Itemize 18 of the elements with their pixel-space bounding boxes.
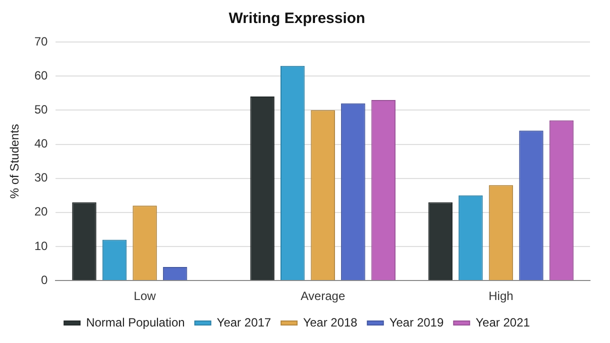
legend-label: Normal Population xyxy=(86,315,185,330)
x-tick-label: Low xyxy=(134,289,156,304)
legend-label: Year 2017 xyxy=(216,315,272,330)
y-tick-label: 20 xyxy=(34,204,48,219)
y-tick-label: 10 xyxy=(34,238,48,253)
y-tick-label: 50 xyxy=(34,102,48,116)
y-tick-label: 70 xyxy=(34,34,48,48)
x-tick-label: High xyxy=(488,289,514,304)
x-tick-label: Average xyxy=(300,289,346,304)
y-tick-label: 60 xyxy=(34,68,48,82)
y-tick-label: 30 xyxy=(34,170,48,185)
legend-label: Year 2019 xyxy=(389,315,444,330)
y-tick-label: 0 xyxy=(41,272,48,287)
legend-label: Year 2018 xyxy=(303,315,358,330)
y-tick-label: 40 xyxy=(34,136,48,151)
y-axis-title: % of Students xyxy=(8,124,22,199)
chart-title: Writing Expression xyxy=(228,10,366,28)
legend-label: Year 2021 xyxy=(476,315,530,330)
